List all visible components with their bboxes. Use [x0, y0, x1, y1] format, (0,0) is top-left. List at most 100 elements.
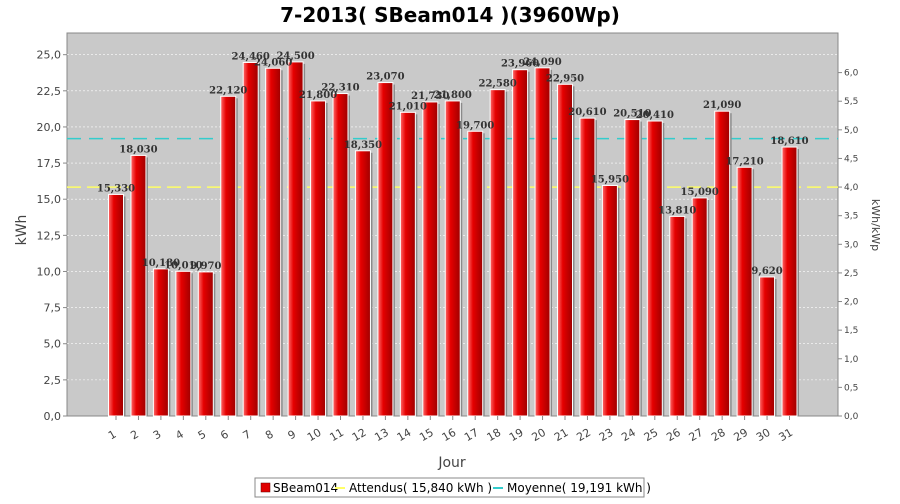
x-tick-label: 3: [151, 428, 164, 443]
data-label-day-18: 22,580: [479, 79, 517, 90]
data-label-day-2: 18,030: [119, 144, 157, 155]
data-label-day-27: 15,090: [681, 187, 719, 198]
data-label-day-7: 24,460: [232, 51, 270, 62]
bar-day-3: [152, 268, 169, 417]
x-tick-label: 1: [106, 428, 119, 443]
data-label-day-11: 22,310: [321, 83, 359, 94]
bar-day-18: [489, 89, 506, 417]
x-tick-label: 7: [241, 428, 254, 443]
x-tick-label: 31: [776, 426, 795, 444]
x-tick-label: 12: [350, 426, 369, 444]
y-right-tick-label: 4,5: [844, 154, 858, 164]
data-label-day-19: 23,960: [501, 59, 539, 70]
x-tick-label: 21: [552, 426, 571, 444]
bar-day-1: [108, 193, 124, 417]
y-right-tick-label: 2,5: [844, 269, 858, 279]
x-tick-label: 18: [485, 426, 504, 444]
y-right-tick-label: 3,5: [844, 212, 858, 222]
bar-day-13: [377, 82, 394, 417]
bar-day-6: [220, 95, 237, 417]
bar-day-30: [759, 276, 776, 417]
x-tick-label: 17: [462, 426, 481, 444]
bar-day-27: [691, 197, 708, 417]
data-label-day-17: 19,700: [456, 120, 494, 131]
x-tick-label: 6: [218, 428, 231, 443]
bar-day-12: [354, 150, 371, 417]
data-label-day-24: 20,510: [613, 109, 651, 120]
bar-day-21: [557, 83, 573, 417]
x-tick-label: 11: [327, 426, 346, 444]
bar-day-15: [422, 101, 439, 417]
data-label-day-26: 13,810: [658, 205, 696, 216]
bar-day-20: [534, 67, 551, 417]
y-tick-label: 25,0: [37, 49, 62, 62]
bar-day-25: [646, 120, 663, 417]
bar-day-9: [287, 61, 304, 417]
y-tick-label: 17,5: [37, 157, 62, 170]
bar-day-19: [512, 69, 529, 417]
bar-day-22: [579, 117, 596, 417]
x-tick-label: 20: [529, 426, 548, 444]
data-label-day-12: 18,350: [344, 140, 382, 151]
y-right-tick-label: 0,5: [844, 383, 858, 393]
bar-day-16: [444, 100, 461, 417]
data-label-day-20: 24,090: [523, 57, 561, 68]
legend-label-sbeam014: SBeam014: [273, 481, 338, 495]
y-tick-label: 15,0: [37, 193, 62, 206]
legend-swatch-sbeam014: [260, 482, 271, 493]
y-right-tick-label: 1,5: [844, 326, 858, 336]
y-tick-label: 12,5: [37, 229, 62, 242]
x-tick-label: 2: [128, 428, 141, 443]
y-right-tick-label: 1,0: [844, 355, 859, 365]
y-right-tick-label: 2,0: [844, 298, 859, 308]
data-label-day-15: 21,730: [411, 91, 449, 102]
bar-day-4: [175, 270, 192, 417]
data-label-day-1: 15,330: [97, 183, 135, 194]
bar-day-26: [669, 215, 686, 417]
data-label-day-6: 22,120: [209, 85, 247, 96]
x-tick-label: 22: [574, 426, 593, 444]
x-tick-label: 29: [732, 426, 751, 444]
data-label-day-22: 20,610: [568, 107, 606, 118]
data-label-day-21: 22,950: [546, 73, 584, 84]
y-right-axis-label: kWh/kWp: [869, 199, 882, 251]
x-tick-label: 8: [263, 428, 276, 443]
data-label-day-28: 21,090: [703, 100, 741, 111]
y-tick-label: 7,5: [44, 302, 62, 315]
legend-label-attendus: Attendus( 15,840 kWh ): [349, 481, 492, 495]
bar-day-7: [242, 61, 259, 417]
data-label-day-3: 10,180: [142, 258, 180, 269]
x-tick-label: 24: [619, 426, 638, 444]
bar-day-14: [399, 111, 416, 417]
x-tick-label: 25: [642, 426, 661, 444]
data-label-day-25: 20,410: [636, 110, 674, 121]
data-label-day-31: 18,610: [770, 136, 808, 147]
data-label-day-16: 21,800: [434, 90, 472, 101]
data-label-day-8: 24,060: [254, 57, 292, 68]
y-axis-label: kWh: [14, 215, 30, 246]
y-right-tick-label: 5,5: [844, 97, 858, 107]
y-tick-label: 2,5: [44, 374, 62, 387]
x-tick-label: 16: [440, 426, 459, 444]
y-right-tick-label: 4,0: [844, 183, 859, 193]
y-right-tick-label: 5,0: [844, 126, 859, 136]
bar-day-17: [467, 130, 484, 417]
bar-day-31: [781, 146, 798, 417]
y-right-tick-label: 6,0: [844, 69, 859, 79]
x-tick-label: 14: [395, 426, 414, 444]
y-tick-label: 10,0: [37, 265, 62, 278]
y-tick-label: 5,0: [44, 338, 62, 351]
data-label-day-4: 10,010: [164, 260, 202, 271]
bar-day-29: [736, 166, 753, 417]
x-tick-label: 26: [664, 426, 683, 444]
x-tick-label: 4: [173, 428, 186, 443]
bar-day-8: [265, 67, 282, 417]
data-label-day-13: 23,070: [366, 72, 404, 83]
x-tick-label: 23: [597, 426, 616, 444]
chart-title: 7-2013( SBeam014 )(3960Wp): [280, 3, 620, 27]
legend: SBeam014 Attendus( 15,840 kWh ) Moyenne(…: [254, 477, 651, 498]
x-tick-label: 19: [507, 426, 526, 444]
legend-label-moyenne: Moyenne( 19,191 kWh ): [507, 481, 651, 495]
